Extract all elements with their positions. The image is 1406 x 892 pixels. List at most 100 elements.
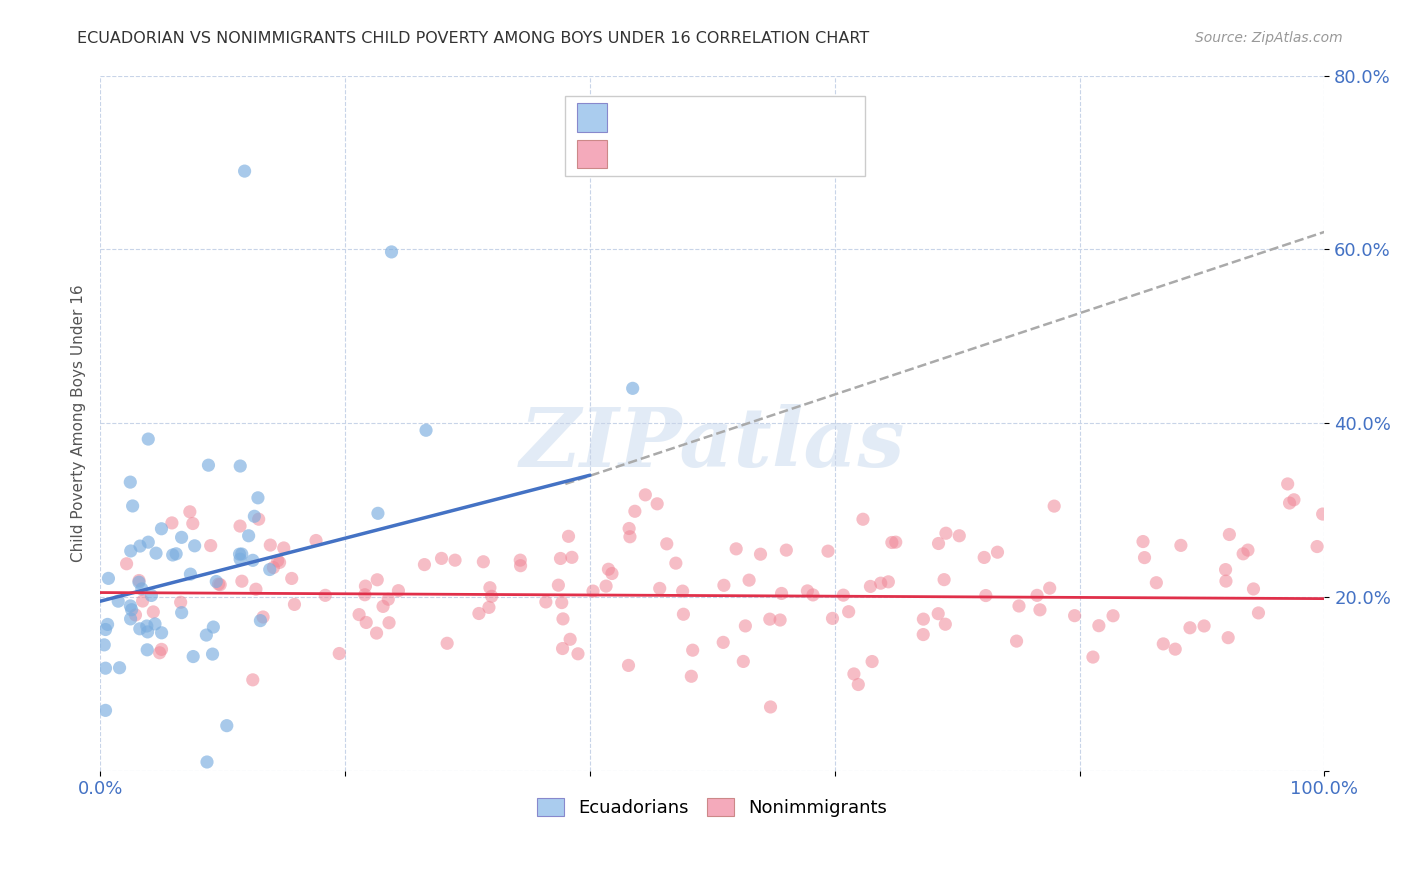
- Point: [595, 579, 617, 593]
- Point: [948, 529, 970, 543]
- Point: [1306, 540, 1329, 554]
- Point: [249, 614, 271, 628]
- Point: [205, 574, 228, 589]
- Point: [619, 530, 641, 544]
- Point: [468, 607, 491, 621]
- Point: [598, 562, 620, 576]
- Point: [115, 557, 138, 571]
- Point: [283, 598, 305, 612]
- Point: [207, 577, 229, 591]
- Point: [932, 573, 955, 587]
- Point: [775, 543, 797, 558]
- Point: [108, 661, 131, 675]
- Point: [242, 673, 264, 687]
- Point: [769, 613, 792, 627]
- Point: [131, 594, 153, 608]
- Point: [97, 571, 120, 585]
- Point: [269, 555, 291, 569]
- Point: [135, 619, 157, 633]
- Point: [869, 576, 891, 591]
- Point: [551, 612, 574, 626]
- Point: [1039, 581, 1062, 595]
- Text: Source: ZipAtlas.com: Source: ZipAtlas.com: [1195, 31, 1343, 45]
- Point: [478, 600, 501, 615]
- Point: [267, 554, 290, 568]
- Point: [725, 541, 748, 556]
- Point: [842, 667, 865, 681]
- Point: [547, 578, 569, 592]
- Point: [170, 606, 193, 620]
- Point: [682, 643, 704, 657]
- Point: [354, 615, 377, 630]
- Point: [567, 647, 589, 661]
- Point: [231, 574, 253, 589]
- Point: [195, 755, 218, 769]
- Point: [672, 607, 695, 622]
- Point: [1152, 637, 1174, 651]
- Point: [912, 612, 935, 626]
- Point: [551, 641, 574, 656]
- Point: [97, 617, 120, 632]
- Point: [1192, 619, 1215, 633]
- Point: [759, 612, 782, 626]
- Point: [934, 617, 956, 632]
- Point: [149, 646, 172, 660]
- Point: [551, 596, 574, 610]
- Point: [328, 647, 350, 661]
- Point: [927, 607, 949, 621]
- Point: [444, 553, 467, 567]
- Point: [817, 544, 839, 558]
- Point: [215, 719, 238, 733]
- Point: [1088, 618, 1111, 632]
- Point: [209, 577, 232, 591]
- Point: [120, 544, 142, 558]
- Point: [366, 573, 388, 587]
- Point: [877, 574, 900, 589]
- Point: [655, 537, 678, 551]
- Point: [634, 488, 657, 502]
- Point: [928, 536, 950, 550]
- Point: [665, 556, 688, 570]
- Point: [617, 521, 640, 535]
- Point: [621, 381, 644, 395]
- Point: [314, 588, 336, 602]
- Point: [183, 539, 205, 553]
- Point: [734, 619, 756, 633]
- Point: [935, 526, 957, 541]
- Point: [1133, 550, 1156, 565]
- Point: [128, 574, 150, 588]
- Point: [681, 669, 703, 683]
- Point: [94, 623, 117, 637]
- Point: [347, 607, 370, 622]
- Point: [860, 655, 883, 669]
- Point: [821, 611, 844, 625]
- Point: [1237, 543, 1260, 558]
- Point: [94, 703, 117, 717]
- Point: [136, 642, 159, 657]
- Point: [378, 615, 401, 630]
- Point: [377, 592, 399, 607]
- Point: [121, 499, 143, 513]
- Point: [1029, 603, 1052, 617]
- Point: [1243, 582, 1265, 596]
- Point: [259, 538, 281, 552]
- Point: [354, 579, 377, 593]
- Point: [1277, 477, 1299, 491]
- Point: [1218, 527, 1240, 541]
- Point: [280, 571, 302, 585]
- Point: [142, 605, 165, 619]
- Point: [170, 530, 193, 544]
- Point: [165, 547, 187, 561]
- Point: [1144, 575, 1167, 590]
- Point: [128, 575, 150, 590]
- Point: [509, 558, 531, 573]
- Point: [131, 582, 153, 596]
- Point: [1164, 642, 1187, 657]
- Point: [672, 584, 695, 599]
- Point: [229, 519, 252, 533]
- Point: [430, 551, 453, 566]
- Point: [150, 522, 173, 536]
- Y-axis label: Child Poverty Among Boys Under 16: Child Poverty Among Boys Under 16: [72, 285, 86, 562]
- Point: [884, 535, 907, 549]
- Point: [129, 539, 152, 553]
